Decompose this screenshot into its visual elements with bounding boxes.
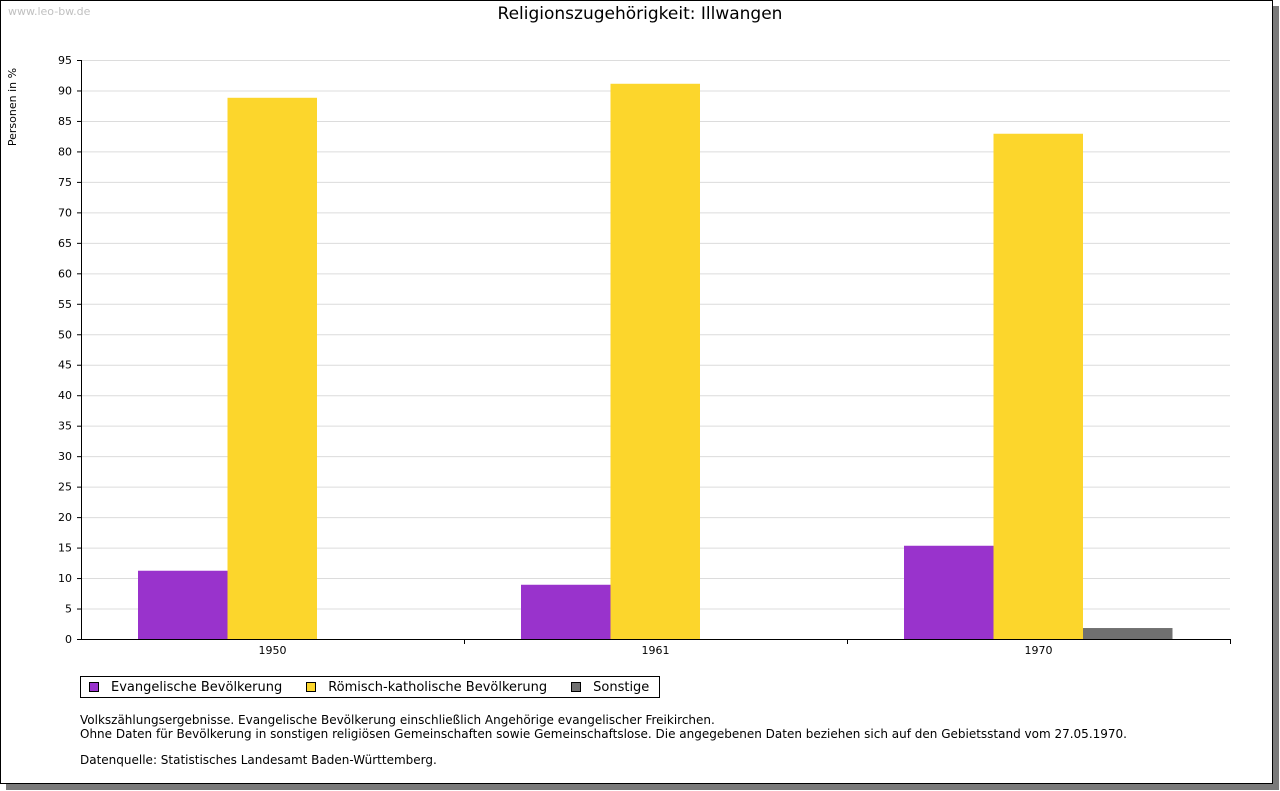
axis-labels: 0 5 10 15 20 25 30 35 40 45 50 55 60 65 70 75 80 85 90 95 Pe… xyxy=(6,54,1053,657)
y-tick-label-65: 65 xyxy=(58,237,72,250)
y-axis-label: Personen in % xyxy=(6,68,19,146)
x-tick-label-1961: 1961 xyxy=(642,644,670,657)
y-tick-label-15: 15 xyxy=(58,542,72,555)
y-tick-label-70: 70 xyxy=(58,206,72,219)
y-tick-label-60: 60 xyxy=(58,267,72,280)
y-tick-label-50: 50 xyxy=(58,328,72,341)
y-tick-label-30: 30 xyxy=(58,450,72,463)
legend-label-sonstige: Sonstige xyxy=(593,679,650,695)
bars xyxy=(138,83,1173,640)
legend: Evangelische Bevölkerung Römisch-katholi… xyxy=(80,676,661,698)
y-tick-label-85: 85 xyxy=(58,115,72,128)
y-tick-label-35: 35 xyxy=(58,420,72,433)
legend-item-katholisch: Römisch-katholische Bevölkerung xyxy=(306,680,547,695)
legend-label-evangelisch: Evangelische Bevölkerung xyxy=(111,679,283,695)
legend-swatch-katholisch xyxy=(306,682,317,692)
y-tick-label-40: 40 xyxy=(58,389,72,402)
legend-item-evangelisch: Evangelische Bevölkerung xyxy=(89,680,282,695)
chart-title: Religionszugehörigkeit: Illwangen xyxy=(497,4,783,24)
x-tick-label-1950: 1950 xyxy=(259,644,287,657)
y-tick-label-90: 90 xyxy=(58,84,72,97)
watermark: www.leo-bw.de xyxy=(8,5,91,18)
y-tick-label-80: 80 xyxy=(58,145,72,158)
chart-notes: Volkszählungsergebnisse. Evangelische Be… xyxy=(80,713,1127,767)
bar-1961-0 xyxy=(521,584,611,639)
frame-shadow-right xyxy=(1273,6,1279,790)
y-tick-label-95: 95 xyxy=(58,54,72,67)
bar-1950-0 xyxy=(138,570,228,639)
note-line-1: Volkszählungsergebnisse. Evangelische Be… xyxy=(80,713,715,727)
axes xyxy=(77,60,1231,644)
bar-1970-1 xyxy=(993,133,1083,639)
y-tick-label-20: 20 xyxy=(58,511,72,524)
x-tick-label-1970: 1970 xyxy=(1025,644,1053,657)
legend-label-katholisch: Römisch-katholische Bevölkerung xyxy=(328,679,548,695)
y-tick-label-10: 10 xyxy=(58,572,72,585)
bar-1970-0 xyxy=(904,545,994,639)
y-tick-label-25: 25 xyxy=(58,481,72,494)
legend-item-sonstige: Sonstige xyxy=(571,680,649,695)
y-tick-label-45: 45 xyxy=(58,359,72,372)
bar-1961-1 xyxy=(610,83,700,639)
y-tick-label-0: 0 xyxy=(65,633,72,646)
note-line-2: Ohne Daten für Bevölkerung in sonstigen … xyxy=(80,727,1127,741)
y-tick-label-55: 55 xyxy=(58,298,72,311)
data-source: Datenquelle: Statistisches Landesamt Bad… xyxy=(80,753,437,767)
legend-swatch-evangelisch xyxy=(89,682,99,692)
y-tick-label-75: 75 xyxy=(58,176,72,189)
y-tick-label-5: 5 xyxy=(65,603,72,616)
bar-1950-1 xyxy=(227,97,317,640)
frame-shadow-bottom xyxy=(6,784,1279,790)
legend-swatch-sonstige xyxy=(571,682,582,692)
bar-1970-2 xyxy=(1083,628,1173,639)
